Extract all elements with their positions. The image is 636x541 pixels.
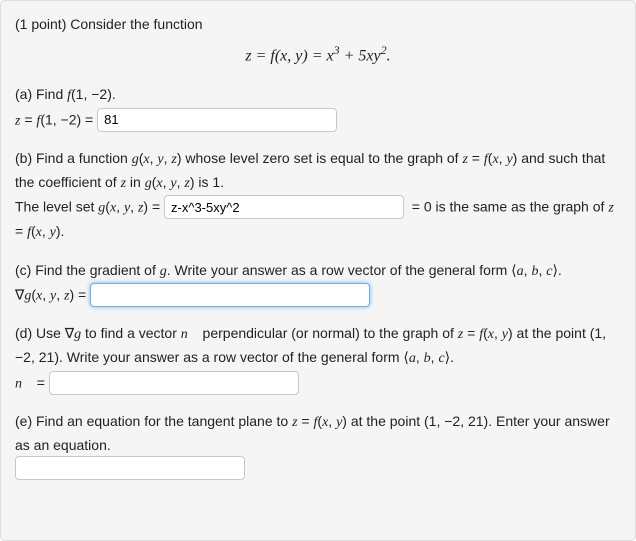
part-e: (e) Find an equation for the tangent pla… — [15, 410, 621, 481]
part-c: (c) Find the gradient of g. Write your a… — [15, 259, 621, 308]
part-c-input[interactable] — [90, 283, 370, 307]
part-c-answer-line: ∇g(x, y, z) = — [15, 283, 621, 308]
part-a-prompt: (a) Find f(1, −2). — [15, 83, 621, 107]
part-d-input[interactable] — [49, 371, 299, 395]
part-d-prompt: (d) Use ∇g to find a vector n⃗ perpendic… — [15, 322, 621, 371]
part-b-input[interactable] — [164, 195, 404, 219]
part-a-input[interactable] — [97, 108, 337, 132]
part-b-prompt: (b) Find a function g(x, y, z) whose lev… — [15, 147, 621, 196]
part-b: (b) Find a function g(x, y, z) whose lev… — [15, 147, 621, 245]
main-equation: z = f(x, y) = x3 + 5xy2. — [15, 41, 621, 69]
part-b-answer-line: The level set g(x, y, z) = = 0 is the sa… — [15, 195, 621, 244]
part-a-answer-line: z = f(1, −2) = — [15, 108, 621, 133]
part-d: (d) Use ∇g to find a vector n⃗ perpendic… — [15, 322, 621, 396]
part-a: (a) Find f(1, −2). z = f(1, −2) = — [15, 83, 621, 132]
part-e-input[interactable] — [15, 456, 245, 480]
part-e-prompt: (e) Find an equation for the tangent pla… — [15, 410, 621, 457]
intro-text: (1 point) Consider the function — [15, 13, 621, 35]
part-c-prompt: (c) Find the gradient of g. Write your a… — [15, 259, 621, 283]
part-e-answer-line — [15, 456, 621, 480]
part-d-answer-line: n⃗ = — [15, 371, 621, 396]
problem-container: (1 point) Consider the function z = f(x,… — [0, 0, 636, 541]
